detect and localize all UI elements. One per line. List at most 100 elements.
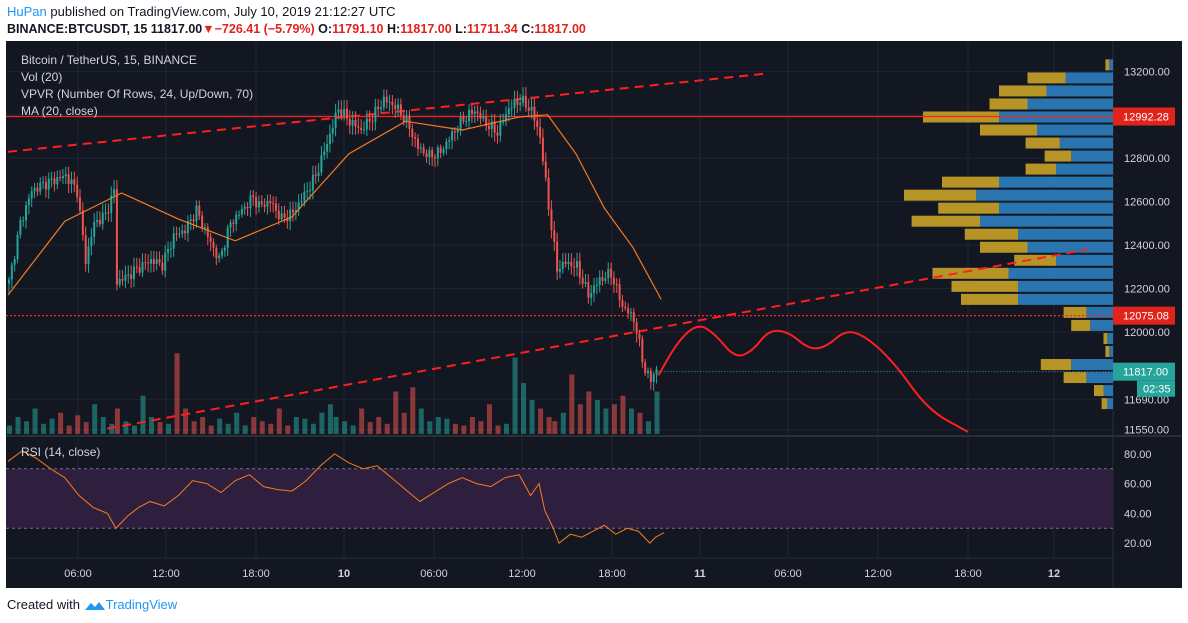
candle-body <box>121 278 124 281</box>
candle-body <box>397 104 400 110</box>
candle-body <box>240 208 243 215</box>
last-price: 11817.00 <box>150 22 203 36</box>
candle-body <box>266 201 269 207</box>
candle-body <box>326 143 329 152</box>
candle-body <box>164 252 167 271</box>
rsi-tick-label: 40.00 <box>1124 508 1152 520</box>
candle-body <box>36 187 39 192</box>
candle-body <box>419 147 422 149</box>
candle-body <box>107 212 110 214</box>
volume-bar <box>410 387 416 434</box>
volume-bar <box>58 412 64 434</box>
volume-bar <box>319 412 325 434</box>
candle-body <box>10 264 13 280</box>
candle-body <box>439 147 442 153</box>
price-tick-label: 11550.00 <box>1124 425 1169 437</box>
candle-body <box>513 99 516 108</box>
vpvr-up-bar <box>1086 306 1113 318</box>
candle-body <box>64 174 67 177</box>
volume-bar <box>75 415 81 434</box>
candle-body <box>564 261 567 264</box>
candle-body <box>42 181 45 183</box>
projection-curve <box>657 325 969 433</box>
volume-bar <box>83 422 89 434</box>
candle-body <box>641 338 644 363</box>
volume-bar <box>569 374 575 434</box>
vol-legend: Vol (20) <box>21 70 63 84</box>
volume-bar <box>603 408 609 434</box>
candle-body <box>101 212 104 225</box>
volume-bar <box>359 408 365 434</box>
volume-bar <box>251 417 257 434</box>
candle-body <box>289 209 292 222</box>
candle-body <box>595 284 598 286</box>
candle-body <box>223 247 226 251</box>
candle-body <box>624 306 627 309</box>
vpvr-up-bar <box>1027 98 1113 110</box>
candle-body <box>354 119 357 127</box>
candle-body <box>576 261 578 268</box>
price-badge <box>1113 362 1175 381</box>
candle-body <box>530 106 533 111</box>
symbol: BINANCE:BTCUSDT, 15 <box>7 22 148 36</box>
candle-body <box>98 220 101 225</box>
volume-bar <box>200 417 206 434</box>
price-tick-label: 11690.00 <box>1124 394 1169 406</box>
vpvr-up-bar <box>980 215 1113 227</box>
time-tick-label: 12 <box>1048 568 1060 580</box>
created-with-text: Created with <box>7 597 80 612</box>
candle-body <box>118 278 121 285</box>
candle-body <box>169 248 172 250</box>
candle-body <box>67 174 70 185</box>
candle-body <box>487 125 490 130</box>
volume-bar <box>268 423 274 434</box>
candle-body <box>558 269 561 272</box>
candle-body <box>323 151 326 156</box>
candle-body <box>482 116 485 119</box>
volume-bar <box>401 412 407 434</box>
chart-area[interactable]: 13200.0013000.0012800.0012600.0012400.00… <box>6 41 1182 588</box>
tradingview-link[interactable]: TradingView <box>105 597 178 612</box>
publish-text: published on TradingView.com, July 10, 2… <box>50 4 396 19</box>
volume-bar <box>242 425 248 434</box>
footer: Created with TradingView <box>7 597 177 612</box>
vpvr-up-bar <box>1103 385 1113 397</box>
candle-body <box>150 259 152 264</box>
volume-bar <box>367 422 373 434</box>
vpvr-down-bar <box>961 293 1018 305</box>
candle-body <box>249 195 252 209</box>
author-link[interactable]: HuPan <box>7 4 47 19</box>
candle-body <box>141 261 144 273</box>
candle-body <box>192 219 195 222</box>
candle-body <box>147 262 150 264</box>
candle-body <box>263 204 266 207</box>
candle-body <box>212 241 215 248</box>
candle-body <box>73 179 76 185</box>
volume-bar <box>15 417 21 434</box>
volume-bar <box>333 417 339 434</box>
candle-body <box>144 261 147 263</box>
candle-body <box>269 201 272 204</box>
candle-body <box>44 181 47 190</box>
volume-bar <box>276 408 282 434</box>
volume-bar <box>478 421 484 434</box>
candle-body <box>135 266 138 268</box>
candle-body <box>505 114 507 122</box>
vpvr-down-bar <box>1105 345 1110 357</box>
volume-bar <box>469 417 475 434</box>
ohlc-header: BINANCE:BTCUSDT, 15 11817.00▼−726.41 (−5… <box>7 22 586 36</box>
candle-body <box>317 172 320 176</box>
volume-bar <box>577 404 583 434</box>
candle-body <box>578 261 581 278</box>
vpvr-up-bar <box>1059 137 1113 149</box>
rsi-band <box>6 468 1113 529</box>
volume-bar <box>654 391 660 434</box>
candle-body <box>30 191 33 199</box>
volume-bar <box>302 418 308 434</box>
vpvr-up-bar <box>1018 293 1113 305</box>
candle-body <box>331 128 334 134</box>
volume-bar <box>166 423 172 434</box>
candle-body <box>499 121 502 136</box>
candle-body <box>647 370 649 374</box>
vpvr-down-bar <box>1027 72 1066 84</box>
